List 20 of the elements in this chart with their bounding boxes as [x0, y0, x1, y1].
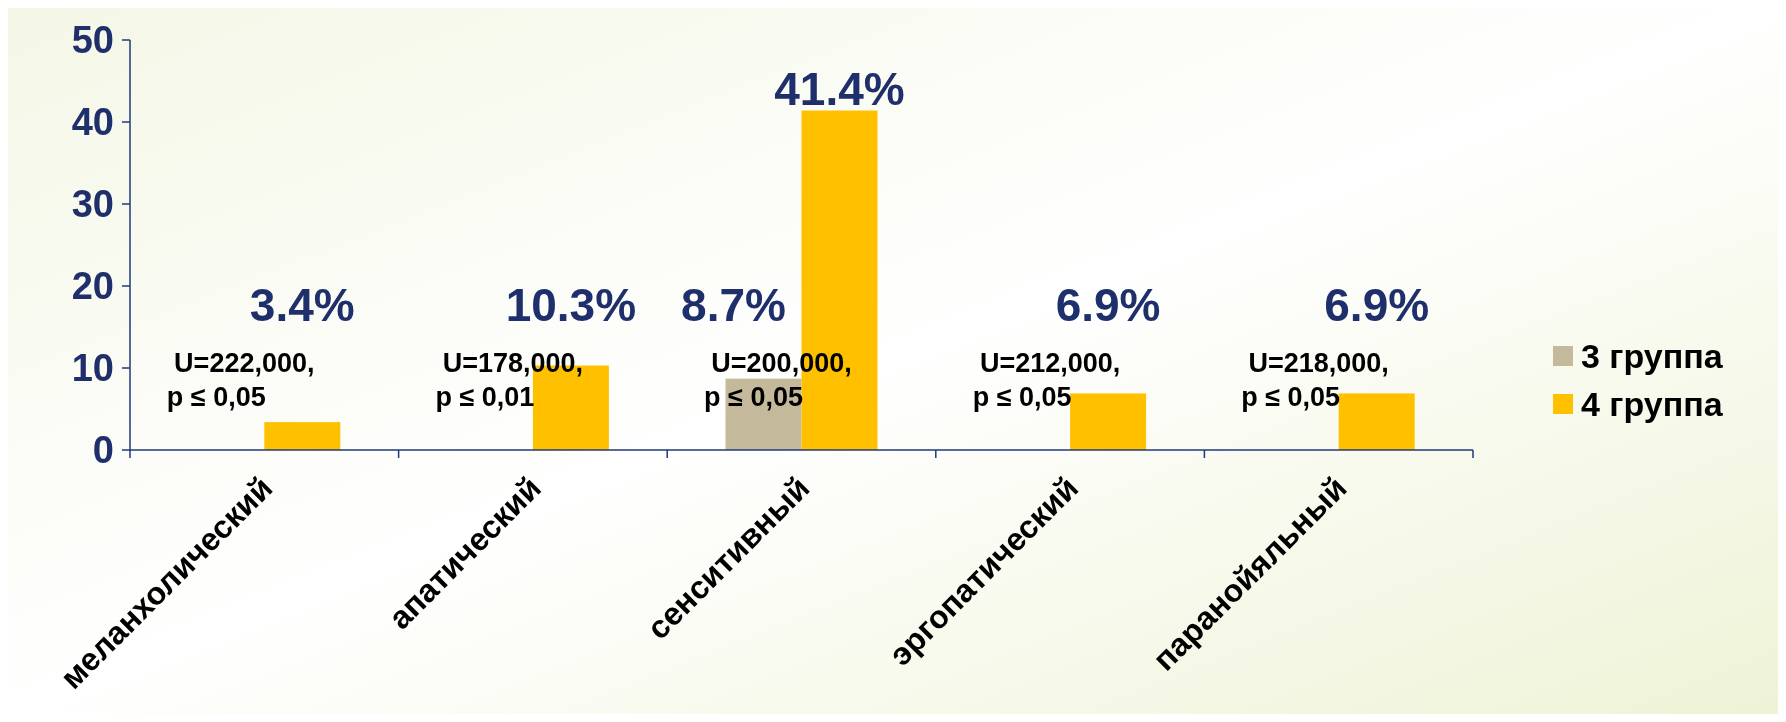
legend-label: 3 группа — [1581, 336, 1724, 375]
data-label: 8.7% — [681, 279, 786, 331]
bar — [1070, 393, 1147, 450]
y-tick-label: 40 — [71, 101, 114, 144]
y-tick-label: 0 — [92, 429, 114, 472]
data-label: 6.9% — [1055, 279, 1161, 331]
y-tick-label: 10 — [71, 347, 114, 390]
annotation: U=222,000, p ≤ 0,05 — [166, 348, 315, 412]
y-tick-label: 50 — [71, 19, 114, 62]
data-label: 41.4% — [774, 62, 905, 115]
data-label: 6.9% — [1324, 279, 1430, 331]
y-tick-label: 30 — [71, 183, 114, 226]
data-label: 3.4% — [249, 279, 355, 331]
legend-label: 4 группа — [1581, 384, 1724, 423]
annotation: U=212,000, p ≤ 0,05 — [972, 348, 1121, 412]
bar — [1338, 393, 1415, 450]
annotation: U=218,000, p ≤ 0,05 — [1241, 348, 1389, 412]
data-label: 10.3% — [505, 279, 637, 331]
bar — [264, 422, 341, 450]
y-tick-label: 20 — [71, 265, 114, 308]
